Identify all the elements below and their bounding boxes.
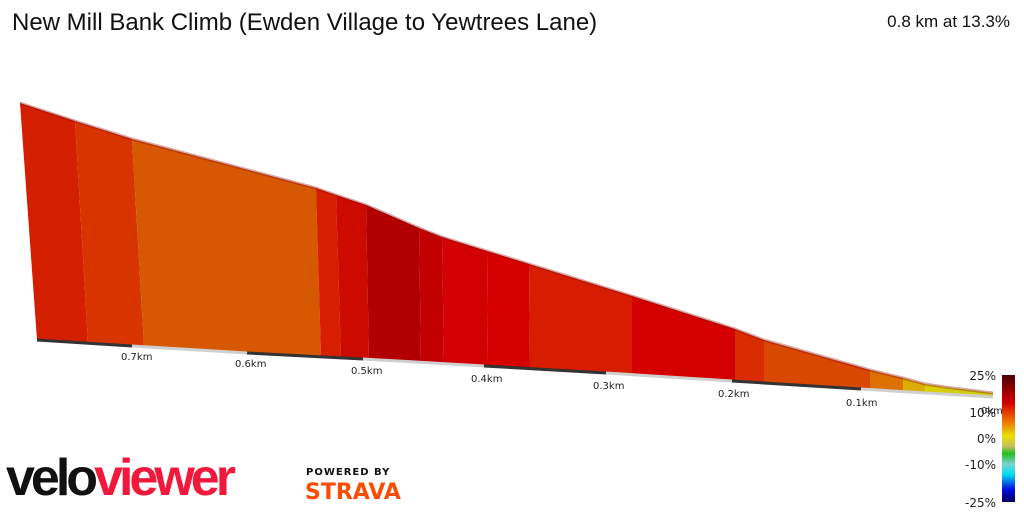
veloviewer-logo[interactable]: veloviewer: [6, 449, 236, 507]
tick-0.3km: 0.3km: [593, 381, 624, 392]
segment-11: [632, 296, 735, 380]
tick-0.1km: 0.1km: [846, 398, 877, 409]
legend-label-minus10: -10%: [965, 458, 996, 472]
legend-label-0: 0%: [977, 432, 996, 446]
segment-12: [735, 329, 764, 382]
tick-0.4km: 0.4km: [471, 374, 502, 385]
legend-label-10: 10%: [969, 406, 996, 420]
legend-label-minus25: -25%: [965, 496, 996, 510]
chart-title: New Mill Bank Climb (Ewden Village to Ye…: [12, 9, 598, 36]
segment-14: [870, 370, 903, 391]
segment-10: [529, 264, 632, 374]
powered-by-label: POWERED BY: [306, 467, 391, 478]
logo-velo-text: velo: [6, 449, 98, 507]
tick-0km: 0km: [981, 406, 1003, 417]
profile-top-edge: [19, 101, 994, 395]
tick-0.5km: 0.5km: [351, 366, 382, 377]
tick-0.7km: 0.7km: [121, 352, 152, 363]
logo-viewer-text: viewer: [94, 449, 236, 507]
legend-colorbar: [1002, 375, 1015, 502]
gradient-legend: 25% 10% 0% -10% -25%: [965, 369, 1015, 510]
legend-label-25: 25%: [969, 369, 996, 383]
profile-segments: [19, 101, 994, 398]
segment-4: [316, 188, 341, 357]
segment-3: [132, 139, 321, 356]
segment-1: [20, 103, 88, 343]
strava-logo[interactable]: STRAVA: [305, 480, 401, 505]
segment-16: [925, 384, 945, 394]
segment-2: [75, 121, 144, 346]
tick-0.6km: 0.6km: [235, 359, 266, 370]
segment-8: [442, 237, 488, 366]
tick-0.2km: 0.2km: [718, 389, 749, 400]
climb-summary: 0.8 km at 13.3%: [887, 12, 1010, 31]
distance-axis: 0.7km 0.6km 0.5km 0.4km 0.3km 0.2km 0.1k…: [36, 338, 1003, 417]
segment-15: [903, 378, 925, 393]
segment-6: [366, 205, 421, 362]
segment-13: [764, 340, 870, 389]
segment-7: [419, 228, 444, 363]
segment-9: [487, 251, 530, 368]
segment-5: [336, 195, 369, 359]
